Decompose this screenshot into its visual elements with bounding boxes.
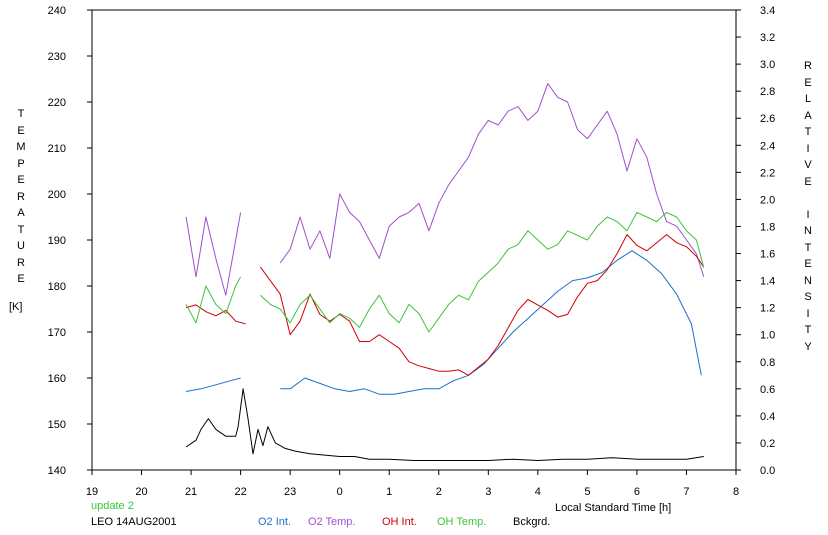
series-line-o2-temp — [185, 212, 242, 296]
legend-o2-int: O2 Int. — [258, 516, 291, 528]
y-right-tick-label: 0.6 — [760, 384, 775, 396]
y-right-tick-label: 2.8 — [760, 86, 775, 98]
series-line-oh-temp — [185, 276, 242, 324]
series-line-oh-int — [185, 304, 246, 325]
series-line-oh-temp — [260, 211, 705, 333]
x-axis-ticks: 19 20 21 22 23 0 1 2 3 4 5 6 7 8 — [86, 470, 739, 498]
y-left-tick-label: 140 — [48, 465, 66, 477]
y-right-tick-label: 0.4 — [760, 411, 775, 423]
x-tick-label: 3 — [485, 486, 491, 498]
y-left-tick-label: 220 — [48, 97, 66, 109]
x-tick-label: 20 — [135, 486, 147, 498]
y-right-axis-ticks: 0.0 0.2 0.4 0.6 0.8 1.0 1.2 1.4 1.6 1.8 2.0 2.2 2.4 2… — [736, 5, 775, 477]
status-text: update 2 — [91, 500, 134, 512]
x-tick-label: 0 — [337, 486, 343, 498]
series-line-o2-temp — [279, 83, 705, 277]
x-tick-label: 22 — [234, 486, 246, 498]
y-left-axis-unit: [K] — [9, 301, 23, 313]
series-line-bckgrd — [185, 388, 704, 461]
y-left-tick-label: 200 — [48, 189, 66, 201]
x-tick-label: 2 — [436, 486, 442, 498]
y-right-tick-label: 0.8 — [760, 357, 775, 369]
legend-bckgrd: Bckgrd. — [513, 516, 550, 528]
y-left-axis-ticks: 140 150 160 170 180 190 200 210 220 230 240 — [48, 5, 92, 477]
y-left-tick-label: 170 — [48, 327, 66, 339]
y-left-tick-label: 150 — [48, 419, 66, 431]
x-tick-label: 1 — [386, 486, 392, 498]
station-date-label: LEO 14AUG2001 — [91, 516, 177, 528]
y-right-tick-label: 1.0 — [760, 330, 775, 342]
x-tick-label: 21 — [185, 486, 197, 498]
y-right-tick-label: 1.8 — [760, 221, 775, 233]
y-left-tick-label: 240 — [48, 5, 66, 17]
y-right-tick-label: 2.4 — [760, 140, 775, 152]
y-right-tick-label: 1.2 — [760, 303, 775, 315]
y-right-tick-label: 1.4 — [760, 276, 775, 288]
y-left-tick-label: 210 — [48, 143, 66, 155]
plot-frame — [91, 9, 737, 471]
y-right-tick-label: 3.4 — [760, 5, 775, 17]
x-tick-label: 7 — [683, 486, 689, 498]
y-right-tick-label: 2.2 — [760, 167, 775, 179]
y-right-tick-label: 3.0 — [760, 59, 775, 71]
y-right-tick-label: 2.0 — [760, 194, 775, 206]
y-left-tick-label: 160 — [48, 373, 66, 385]
x-axis-title: Local Standard Time [h] — [555, 502, 671, 514]
y-left-tick-label: 190 — [48, 235, 66, 247]
x-tick-label: 8 — [733, 486, 739, 498]
y-right-tick-label: 1.6 — [760, 249, 775, 261]
x-tick-label: 5 — [584, 486, 590, 498]
y-right-tick-label: 3.2 — [760, 32, 775, 44]
y-left-tick-label: 180 — [48, 281, 66, 293]
x-tick-label: 19 — [86, 486, 98, 498]
y-left-tick-label: 230 — [48, 51, 66, 63]
y-right-tick-label: 0.2 — [760, 438, 775, 450]
series-line-o2-int — [186, 377, 241, 392]
y-right-tick-label: 2.6 — [760, 113, 775, 125]
y-right-tick-label: 0.0 — [760, 465, 775, 477]
legend-o2-temp: O2 Temp. — [308, 516, 356, 528]
legend-oh-int: OH Int. — [382, 516, 417, 528]
x-tick-label: 6 — [634, 486, 640, 498]
x-tick-label: 23 — [284, 486, 296, 498]
x-tick-label: 4 — [535, 486, 541, 498]
series-layer — [185, 83, 705, 461]
legend: O2 Int. O2 Temp. OH Int. OH Temp. Bckgrd… — [258, 516, 550, 528]
legend-oh-temp: OH Temp. — [437, 516, 486, 528]
